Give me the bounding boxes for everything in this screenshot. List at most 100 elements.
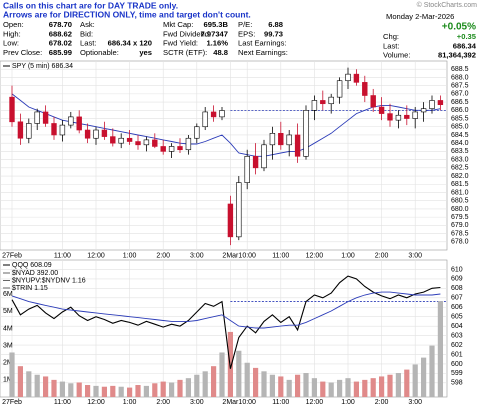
candle-body xyxy=(118,137,124,144)
quote-value: 6.88 xyxy=(268,20,283,29)
y2-tick-label: 5M xyxy=(3,308,13,315)
y-tick-label: 678.5 xyxy=(451,230,469,237)
y2-tick-label: 6M xyxy=(3,291,13,298)
volume-bar xyxy=(412,364,418,397)
notice-line: Calls on this chart are for DAY TRADE on… xyxy=(3,0,178,10)
volume-bar xyxy=(437,301,443,397)
quote-label: Next Earnings: xyxy=(238,48,288,57)
volume-bar xyxy=(320,381,326,397)
candle-body xyxy=(76,116,82,131)
volume-bar xyxy=(51,379,57,397)
x-tick-label: 11:00 xyxy=(54,252,71,259)
quote-label: Optionable: xyxy=(80,48,119,57)
candle-body xyxy=(227,203,234,238)
x-tick-label: 1:00 xyxy=(123,399,137,406)
quote-value: 695.3B xyxy=(204,20,229,29)
y-tick-label: 602 xyxy=(451,342,463,349)
candle-body xyxy=(177,146,183,151)
candle-body xyxy=(101,129,108,137)
volume-bar xyxy=(76,382,82,397)
y-tick-label: 679.0 xyxy=(451,222,469,229)
legend-label: SPY (5 min) 686.34 xyxy=(12,63,73,70)
volume-bar xyxy=(118,386,124,397)
x-tick-label: 27Feb xyxy=(2,252,22,259)
volume-bar xyxy=(429,345,435,397)
summary-label: Last: xyxy=(383,41,399,50)
candle-body xyxy=(93,129,99,139)
candle-body xyxy=(84,129,91,139)
candle-body xyxy=(345,73,351,82)
quote-label: Ask: xyxy=(80,20,95,29)
quote-value: 686.34 x 120 xyxy=(108,39,152,48)
y-tick-label: 688.0 xyxy=(451,74,469,81)
candle-body xyxy=(9,96,15,123)
summary-value: +0.35 xyxy=(457,32,477,41)
candle-body xyxy=(110,136,116,144)
y-tick-label: 682.0 xyxy=(451,173,469,180)
candle-body xyxy=(160,146,166,152)
quote-value: 99.73 xyxy=(264,29,283,38)
volume-bar xyxy=(185,378,191,397)
candle-body xyxy=(59,124,66,136)
candle-body xyxy=(336,80,343,98)
y-tick-label: 609 xyxy=(451,276,463,283)
candle-body xyxy=(412,111,418,119)
x-tick-label: 12:00 xyxy=(87,252,105,259)
volume-bar xyxy=(127,387,133,397)
x-tick-label: 1:00 xyxy=(123,252,137,259)
x-tick-label: 11:00 xyxy=(54,399,71,406)
quote-label: Low: xyxy=(3,39,19,48)
candle-body xyxy=(26,123,32,139)
volume-bar xyxy=(194,374,200,397)
watermark: © StockCharts.com xyxy=(417,1,478,9)
volume-bar xyxy=(43,376,49,397)
quote-label: High: xyxy=(3,29,21,38)
candle-body xyxy=(362,82,368,96)
change-percent: +0.05% xyxy=(442,22,476,33)
x-tick-label: 2:00 xyxy=(156,399,170,406)
volume-bar xyxy=(152,383,158,397)
x-tick-label: 27Feb xyxy=(2,399,22,406)
legend-label: QQQ 608.09 xyxy=(12,262,52,269)
summary-label: Volume: xyxy=(383,51,410,60)
volume-bar xyxy=(101,386,107,397)
candle-body xyxy=(194,126,200,139)
quote-label: SCTR (ETF): xyxy=(163,48,207,57)
volume-bar xyxy=(404,369,410,397)
y-tick-label: 603 xyxy=(451,332,463,339)
quote-label: Last: xyxy=(80,39,96,48)
candle-body xyxy=(244,156,250,183)
candle-body xyxy=(420,108,427,113)
volume-bar xyxy=(34,374,40,397)
candle-body xyxy=(261,144,267,169)
volume-bar xyxy=(135,385,141,397)
y-tick-label: 608 xyxy=(451,285,463,292)
y-tick-label: 687.5 xyxy=(451,82,469,89)
candle-body xyxy=(404,114,410,119)
quote-label: Mkt Cap: xyxy=(163,20,193,29)
volume-bar xyxy=(328,382,334,397)
quote-value: 688.62 xyxy=(49,29,72,38)
y-tick-label: 601 xyxy=(451,351,463,358)
quote-label: P/E: xyxy=(238,20,252,29)
volume-bar xyxy=(169,382,175,397)
x-tick-label: 3:00 xyxy=(408,252,422,259)
x-tick-label: 2Mar xyxy=(222,252,239,259)
x-tick-label: 3:00 xyxy=(190,252,204,259)
candle-body xyxy=(378,106,385,114)
volume-bar xyxy=(59,381,65,397)
x-tick-label: 3:00 xyxy=(190,399,204,406)
y-tick-label: 678.0 xyxy=(451,239,469,246)
candle-body xyxy=(210,111,217,118)
x-tick-label: 12:00 xyxy=(87,399,105,406)
candle-body xyxy=(152,139,158,147)
quote-date: Monday 2-Mar-2026 xyxy=(386,12,454,21)
quote-label: Bid: xyxy=(80,29,93,38)
volume-bar xyxy=(353,381,359,397)
x-tick-label: 3:00 xyxy=(408,399,422,406)
price-panel-frame xyxy=(0,60,448,251)
volume-bar xyxy=(93,385,99,397)
x-tick-label: 11:00 xyxy=(272,399,289,406)
y2-tick-label: 1M xyxy=(3,377,13,384)
